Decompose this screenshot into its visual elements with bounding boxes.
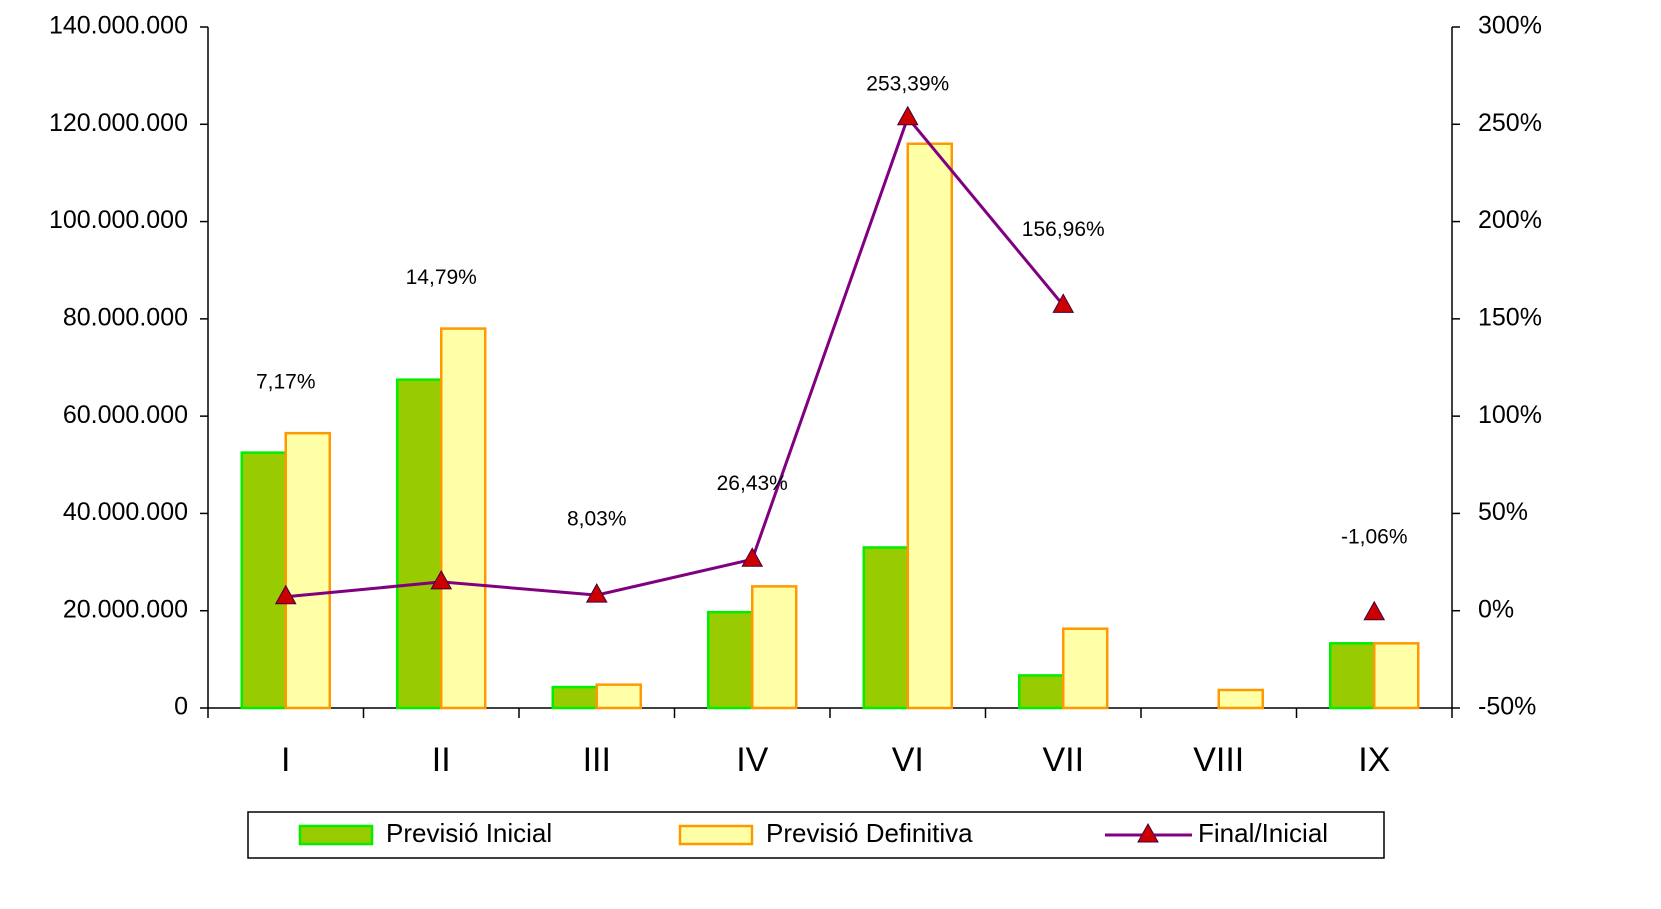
x-tick-label: IX [1358, 741, 1390, 779]
y2-tick-label: 150% [1478, 303, 1542, 331]
bar [864, 547, 908, 708]
y2-tick-label: 250% [1478, 109, 1542, 137]
chart: 0 20.000.000 40.000.000 60.000.000 80.000.00… [0, 0, 1661, 909]
legend-label: Final/Inicial [1198, 818, 1328, 848]
y2-tick-label: 300% [1478, 12, 1542, 40]
legend-swatch [680, 826, 752, 844]
data-label: 253,39% [866, 73, 949, 96]
legend-swatch [300, 826, 372, 844]
bar [1219, 690, 1263, 708]
y-tick-label: 40.000.000 [63, 498, 188, 526]
data-label: 8,03% [567, 508, 627, 531]
bar [242, 453, 286, 708]
bar [752, 586, 796, 708]
data-label: -1,06% [1341, 525, 1408, 548]
y-tick-label: 140.000.000 [49, 12, 188, 40]
bar [1374, 643, 1418, 708]
data-label: 7,17% [256, 371, 316, 394]
y-tick-label: 120.000.000 [49, 109, 188, 137]
y-tick-label: 100.000.000 [49, 206, 188, 234]
bar [1019, 675, 1063, 708]
data-label: 26,43% [717, 472, 788, 495]
bar [597, 685, 641, 708]
y-tick-label: 0 [174, 693, 188, 721]
marker [898, 107, 918, 125]
x-tick-label: II [432, 741, 451, 779]
x-tick-label: VIII [1193, 741, 1244, 779]
x-tick-label: VI [892, 741, 924, 779]
y2-tick-label: 100% [1478, 401, 1542, 429]
y2-tick-label: -50% [1478, 693, 1536, 721]
bar [708, 612, 752, 708]
y-tick-label: 60.000.000 [63, 401, 188, 429]
bar [1063, 629, 1107, 708]
x-tick-label: VII [1042, 741, 1084, 779]
data-label: 156,96% [1022, 218, 1105, 241]
y-tick-label: 20.000.000 [63, 595, 188, 623]
legend-label: Previsió Definitiva [766, 818, 973, 848]
marker [1364, 602, 1384, 620]
bar [553, 687, 597, 708]
y2-tick-label: 50% [1478, 498, 1528, 526]
y-tick-label: 80.000.000 [63, 303, 188, 331]
legend-label: Previsió Inicial [386, 818, 552, 848]
bar [441, 329, 485, 708]
marker [742, 548, 762, 566]
x-tick-label: IV [736, 741, 768, 779]
x-tick-label: I [281, 741, 290, 779]
y2-tick-label: 0% [1478, 595, 1514, 623]
bar [397, 380, 441, 708]
bar [1330, 643, 1374, 708]
y2-tick-label: 200% [1478, 206, 1542, 234]
bar [908, 144, 952, 708]
data-label: 14,79% [406, 266, 477, 289]
x-tick-label: III [583, 741, 611, 779]
bar [286, 433, 330, 708]
